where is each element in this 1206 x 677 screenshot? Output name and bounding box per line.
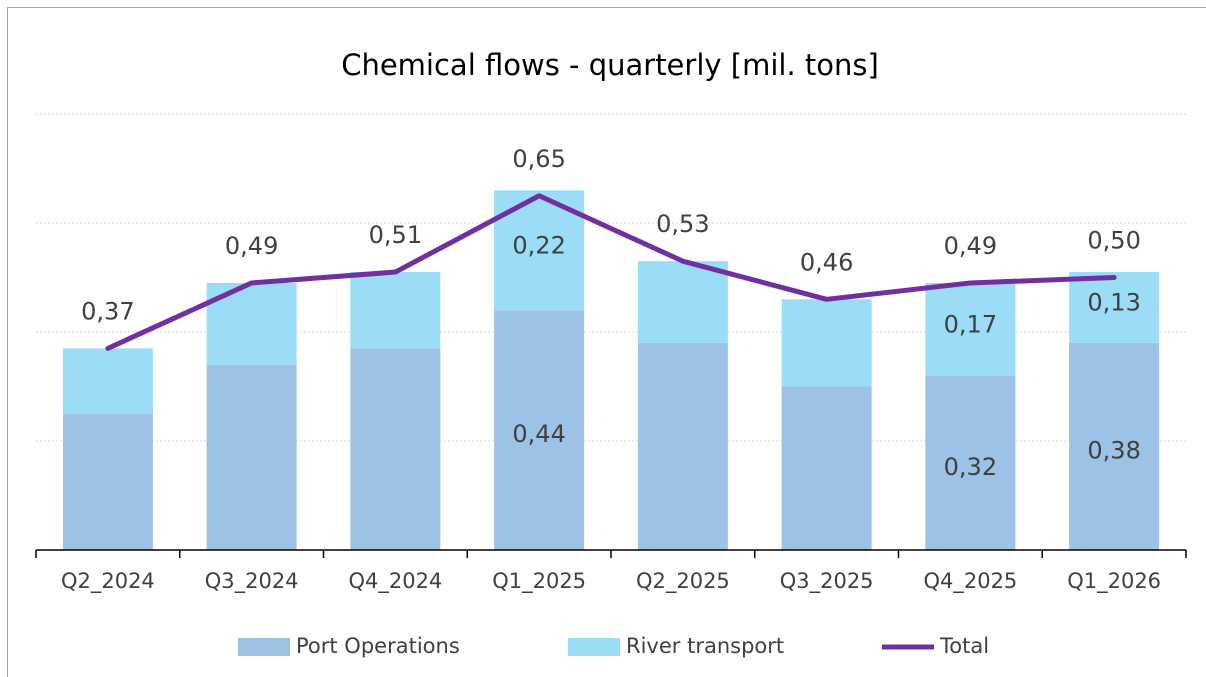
data-label: 0,46 [800, 248, 853, 276]
bar-segment [1069, 342, 1160, 550]
legend-label: Port Operations [296, 634, 460, 658]
x-tick-label: Q3_2025 [780, 569, 874, 594]
data-label: 0,32 [944, 453, 997, 481]
total-line [105, 193, 1117, 351]
data-label: 0,44 [512, 420, 565, 448]
data-label: 0,50 [1087, 227, 1140, 255]
x-tick-label: Q2_2024 [61, 569, 155, 594]
bar-segment [1069, 272, 1160, 343]
legend-label: River transport [626, 634, 784, 658]
data-label: 0,49 [225, 232, 278, 260]
bar-segment [206, 364, 297, 550]
bar-segment [925, 282, 1016, 376]
bar-segment [62, 413, 153, 550]
legend-swatch [568, 638, 620, 656]
bar-segment [781, 386, 872, 550]
x-tick-label: Q1_2026 [1067, 569, 1161, 594]
x-tick-label: Q4_2025 [923, 569, 1017, 594]
bar-segment [350, 272, 441, 349]
data-label: 0,49 [944, 232, 997, 260]
legend-label: Total [939, 634, 989, 658]
legend-swatch [238, 638, 290, 656]
bar-segment [781, 299, 872, 387]
bar-segment [494, 310, 585, 550]
bar-segment [637, 261, 728, 343]
bar-segment [637, 342, 728, 550]
data-label: 0,51 [369, 221, 422, 249]
data-label: 0,17 [944, 310, 997, 338]
x-tick-label: Q1_2025 [492, 569, 586, 594]
data-label: 0,13 [1087, 288, 1140, 316]
chart-title: Chemical flows - quarterly [mil. tons] [341, 48, 879, 82]
data-label: 0,65 [512, 145, 565, 173]
x-tick-label: Q2_2025 [636, 569, 730, 594]
data-label: 0,22 [512, 231, 565, 259]
x-tick-label: Q3_2024 [205, 569, 299, 594]
chart-frame [7, 7, 1206, 677]
bar-segment [62, 348, 153, 414]
data-label: 0,38 [1087, 436, 1140, 464]
bar-segment [350, 348, 441, 550]
bar-segment [925, 375, 1016, 550]
x-tick-label: Q4_2024 [348, 569, 442, 594]
data-label: 0,53 [656, 210, 709, 238]
data-label: 0,37 [81, 297, 134, 325]
